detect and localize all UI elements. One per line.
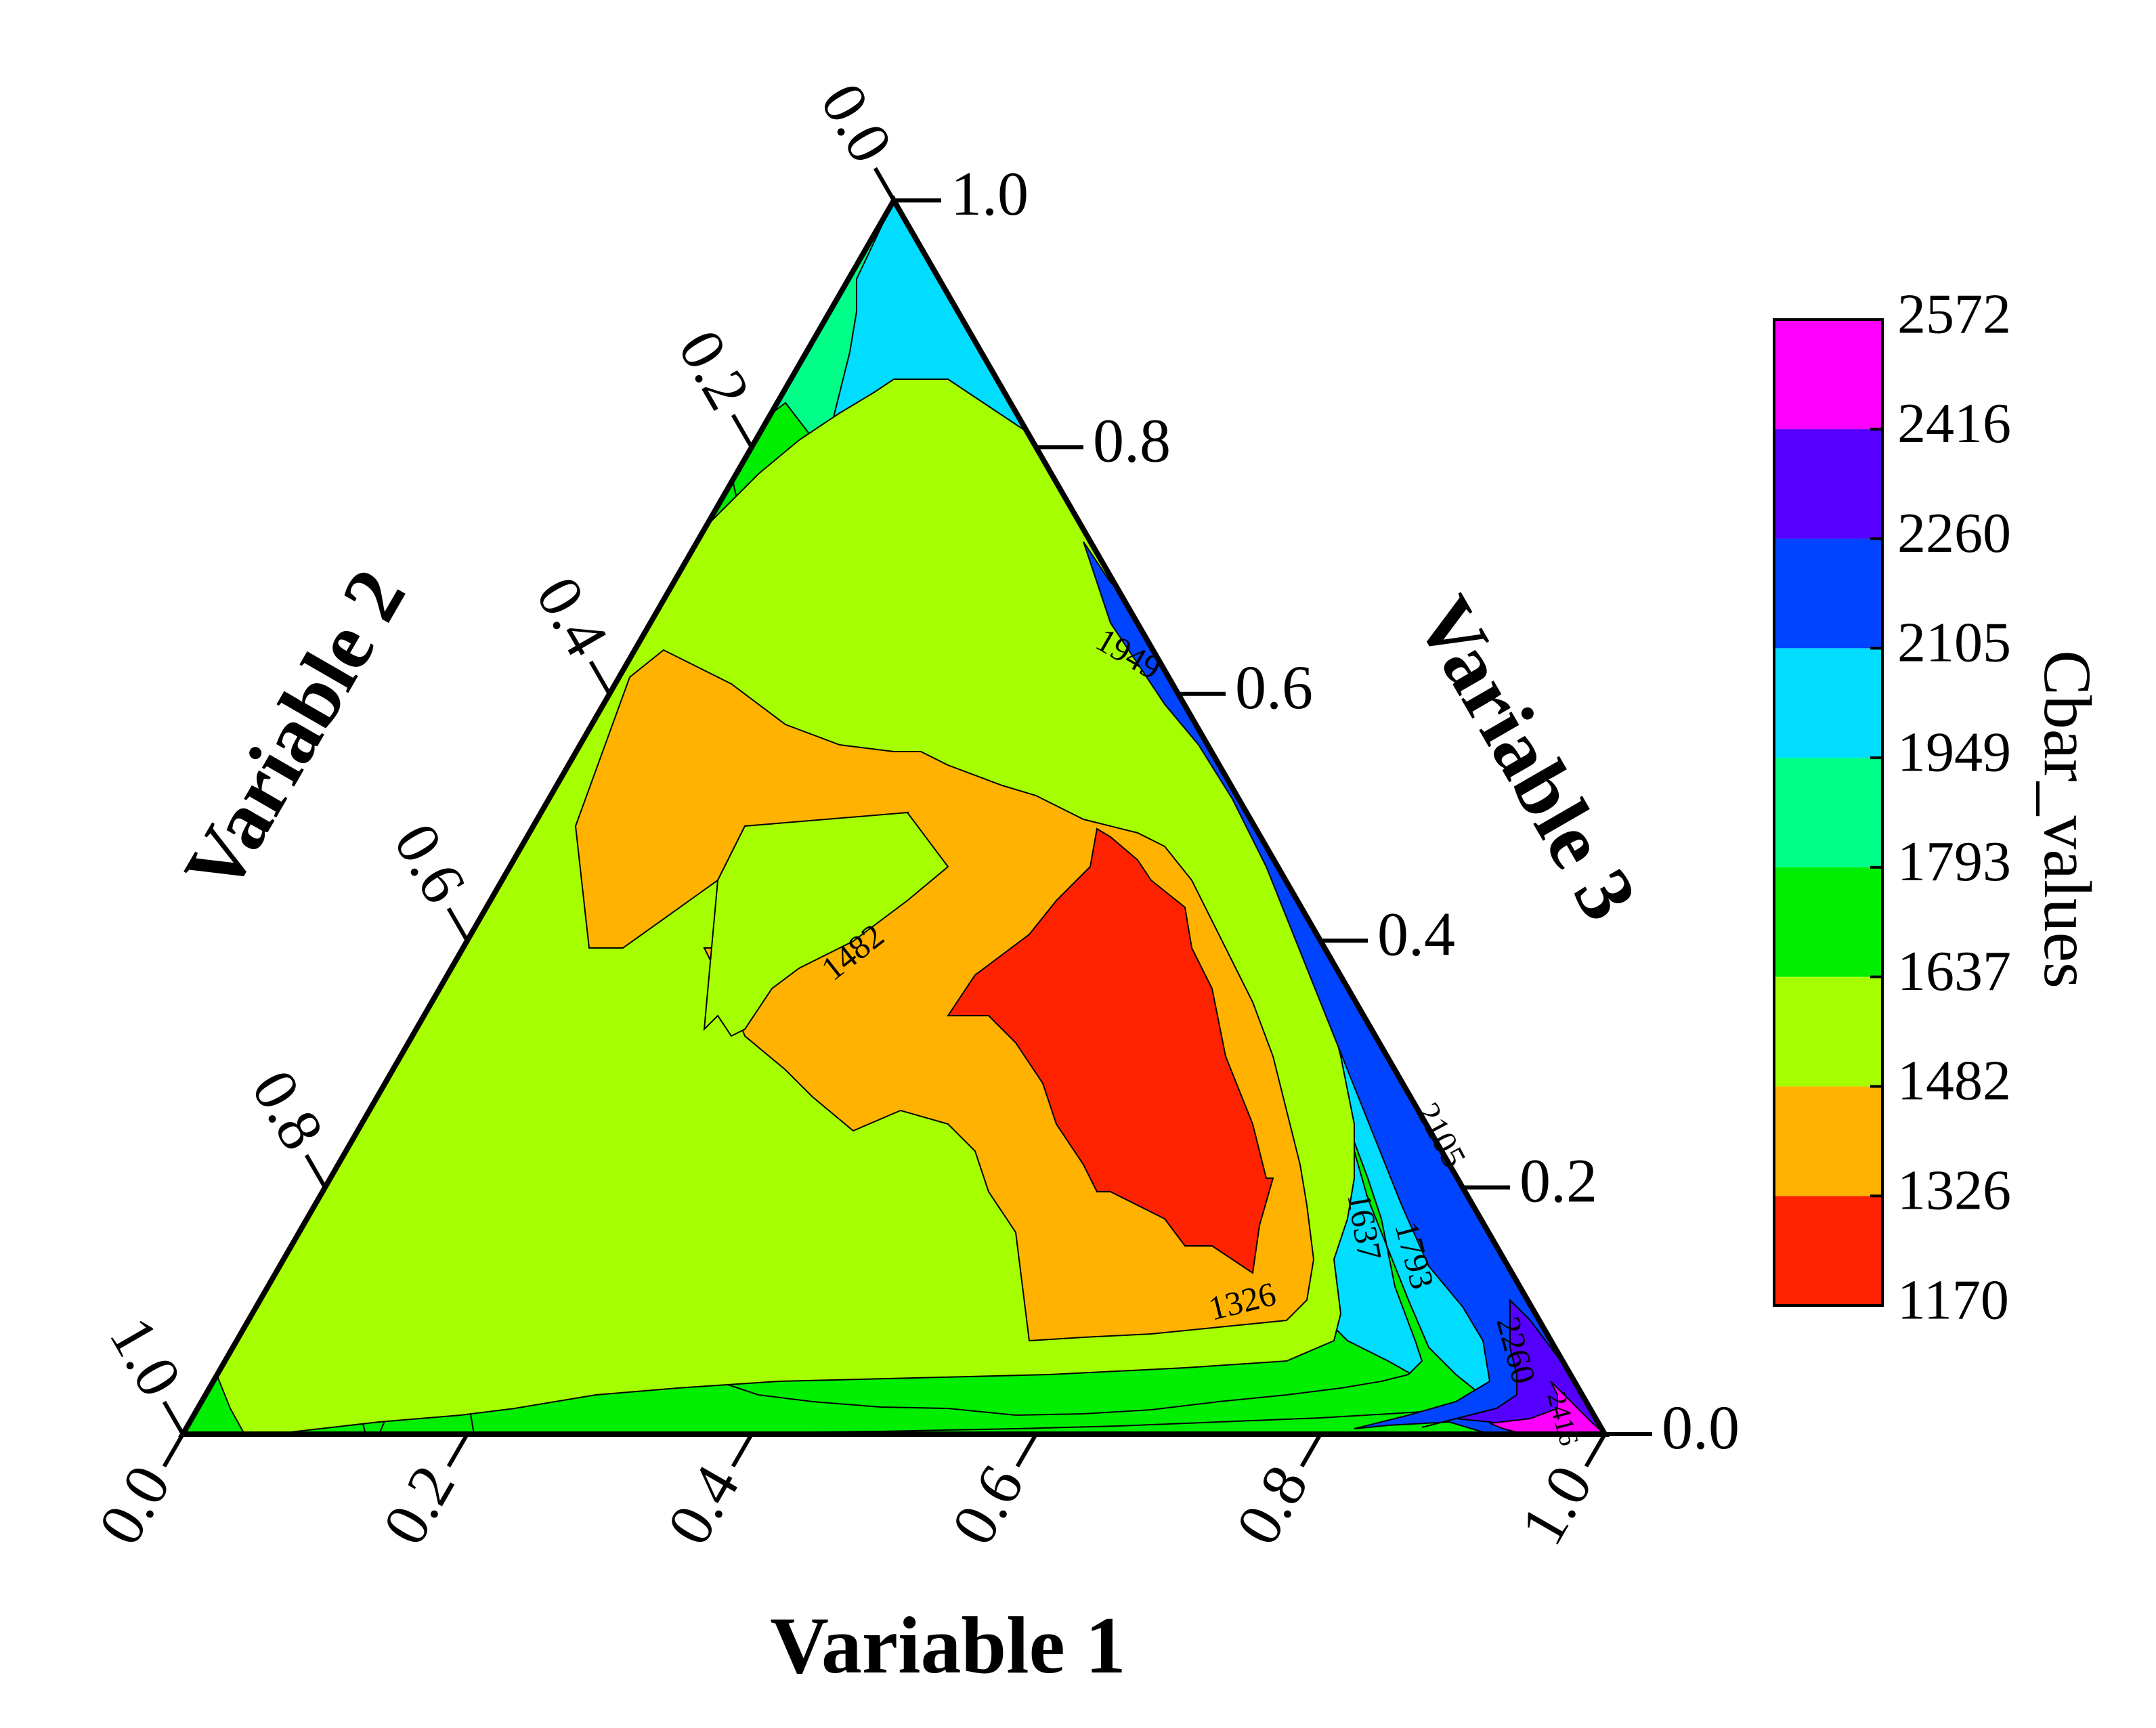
- contour-band-1170-1326: [947, 827, 1274, 1274]
- colorbar-segment: [1774, 867, 1882, 977]
- tick-mark-variable-2: [873, 167, 896, 202]
- colorbar-tick-label: 1637: [1897, 940, 2011, 1003]
- tick-mark-variable-1: [731, 1433, 754, 1468]
- tick-label-variable-2: 1.0: [96, 1305, 195, 1408]
- tick-label-variable-2: 0.6: [381, 812, 479, 914]
- contour-band-1482-notch: [703, 811, 949, 1037]
- contour-band-2416-2572: [1489, 1381, 1605, 1434]
- tick-label-variable-1: 0.2: [369, 1454, 468, 1556]
- colorbar-tick-label: 2260: [1897, 502, 2011, 565]
- colorbar-segment: [1774, 758, 1882, 867]
- tick-mark-variable-1: [446, 1433, 469, 1468]
- tick-mark-variable-1: [162, 1433, 185, 1468]
- tick-label-variable-1: 1.0: [1507, 1454, 1605, 1556]
- colorbar-label: Cbar_values: [2030, 650, 2105, 989]
- tick-label-variable-2: 0.2: [665, 319, 764, 421]
- colorbar-segment: [1774, 648, 1882, 758]
- tick-label-variable-2: 0.8: [238, 1059, 337, 1161]
- colorbar-tick-label: 1482: [1897, 1050, 2011, 1113]
- tick-label-variable-1: 0.4: [653, 1454, 752, 1556]
- tick-label-variable-3: 0.4: [1377, 899, 1455, 968]
- colorbar-segment: [1774, 1086, 1882, 1196]
- colorbar-tick-label: 2416: [1897, 392, 2011, 455]
- colorbar-tick-label: 1326: [1897, 1159, 2011, 1222]
- tick-mark-variable-2: [588, 660, 611, 695]
- colorbar-segment: [1774, 538, 1882, 649]
- tick-label-variable-3: 1.0: [951, 159, 1029, 228]
- colorbar-tick-label: 2572: [1897, 282, 2011, 345]
- tick-mark-variable-2: [446, 907, 469, 942]
- tick-mark-variable-2: [162, 1400, 185, 1435]
- tick-mark-variable-1: [1584, 1433, 1607, 1468]
- tick-mark-variable-2: [731, 414, 754, 448]
- tick-label-variable-2: 0.0: [807, 72, 906, 174]
- colorbar-tick-label: 1793: [1897, 830, 2011, 893]
- tick-mark-variable-1: [1015, 1433, 1038, 1468]
- tick-label-variable-1: 0.0: [85, 1454, 184, 1556]
- colorbar-segment: [1774, 429, 1882, 539]
- colorbar-tick-label: 1949: [1897, 720, 2011, 783]
- tick-label-variable-3: 0.8: [1093, 406, 1171, 475]
- colorbar-segment: [1774, 320, 1882, 429]
- tick-mark-variable-1: [1299, 1433, 1322, 1468]
- colorbar-segment: [1774, 976, 1882, 1087]
- colorbar: Cbar_values 1170 1326 1482 1637 1793 1949 2105…: [1773, 282, 2105, 1331]
- tick-label-variable-3: 0.6: [1235, 653, 1313, 722]
- tick-label-variable-2: 0.4: [523, 565, 622, 668]
- colorbar-segment: [1774, 1196, 1882, 1305]
- tick-label-variable-1: 0.8: [1222, 1454, 1321, 1556]
- tick-mark-variable-2: [304, 1154, 327, 1189]
- contour-plot-area: [183, 200, 1605, 1434]
- ternary-triangle-border: [178, 194, 1610, 1437]
- axis-title-variable-1: Variable 1: [770, 1600, 1126, 1690]
- tick-label-variable-1: 0.6: [938, 1454, 1037, 1556]
- colorbar-frame: [1773, 318, 1884, 1307]
- axis-title-variable-2: Variable 2: [167, 555, 423, 908]
- axis-title-variable-3: Variable 3: [1399, 582, 1655, 935]
- tick-label-variable-3: 0.2: [1519, 1146, 1597, 1215]
- tick-label-variable-3: 0.0: [1662, 1393, 1740, 1462]
- colorbar-tick-label: 1170: [1897, 1268, 2009, 1331]
- colorbar-tick-label: 2105: [1897, 611, 2011, 674]
